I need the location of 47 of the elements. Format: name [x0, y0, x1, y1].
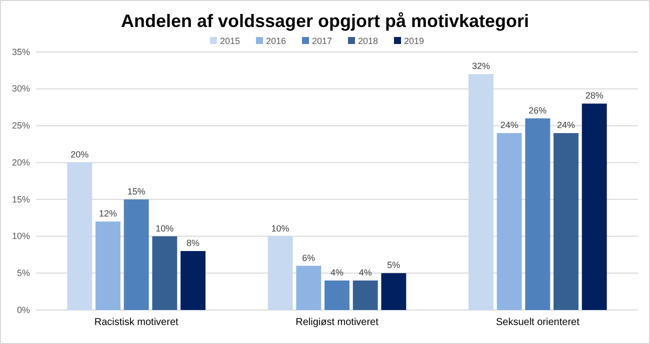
- legend-label: 2016: [266, 36, 286, 46]
- bar: [268, 236, 293, 310]
- y-tick-label: 5%: [16, 268, 30, 278]
- y-tick-label: 10%: [12, 231, 30, 242]
- data-label: 12%: [98, 208, 117, 219]
- bar: [381, 273, 406, 310]
- bar: [554, 133, 578, 310]
- bar: [582, 104, 607, 310]
- data-label: 6%: [302, 252, 316, 263]
- legend-label: 2015: [220, 36, 240, 46]
- y-tick-label: 25%: [12, 120, 30, 131]
- legend-label: 2017: [312, 36, 332, 46]
- data-label: 32%: [472, 61, 490, 72]
- y-tick-label: 20%: [12, 157, 30, 168]
- data-label: 24%: [500, 120, 518, 130]
- data-label: 10%: [156, 223, 174, 234]
- data-label: 28%: [585, 90, 604, 101]
- data-label: 26%: [528, 105, 547, 116]
- bar: [96, 222, 120, 310]
- data-label: 8%: [186, 238, 200, 248]
- data-label: 4%: [358, 268, 372, 278]
- x-tick-label: Religiøst motiveret: [296, 317, 379, 328]
- data-label: 5%: [387, 260, 400, 270]
- bar: [324, 280, 350, 310]
- y-tick-label: 30%: [12, 84, 30, 94]
- y-tick-label: 0%: [16, 304, 30, 315]
- bar: [124, 199, 149, 310]
- bar: [525, 118, 550, 310]
- bar: [352, 280, 378, 310]
- data-label: 24%: [557, 120, 576, 130]
- y-tick-label: 35%: [12, 46, 30, 57]
- y-tick-label: 15%: [12, 194, 30, 204]
- x-tick-label: Seksuelt orienteret: [496, 317, 580, 328]
- legend-label: 2019: [404, 36, 424, 46]
- bar: [180, 251, 206, 310]
- data-label: 10%: [271, 223, 290, 234]
- data-label: 4%: [330, 268, 344, 278]
- legend-label: 2018: [358, 36, 378, 46]
- bar: [152, 236, 178, 310]
- bar: [468, 74, 494, 310]
- bar: [67, 162, 92, 310]
- x-tick-label: Racistisk motiveret: [94, 317, 179, 328]
- bar: [496, 133, 522, 310]
- bar: [296, 266, 322, 310]
- data-label: 20%: [70, 150, 89, 160]
- data-label: 15%: [127, 186, 146, 196]
- chart-title: Andelen af voldssager opgjort på motivkategori: [120, 11, 530, 31]
